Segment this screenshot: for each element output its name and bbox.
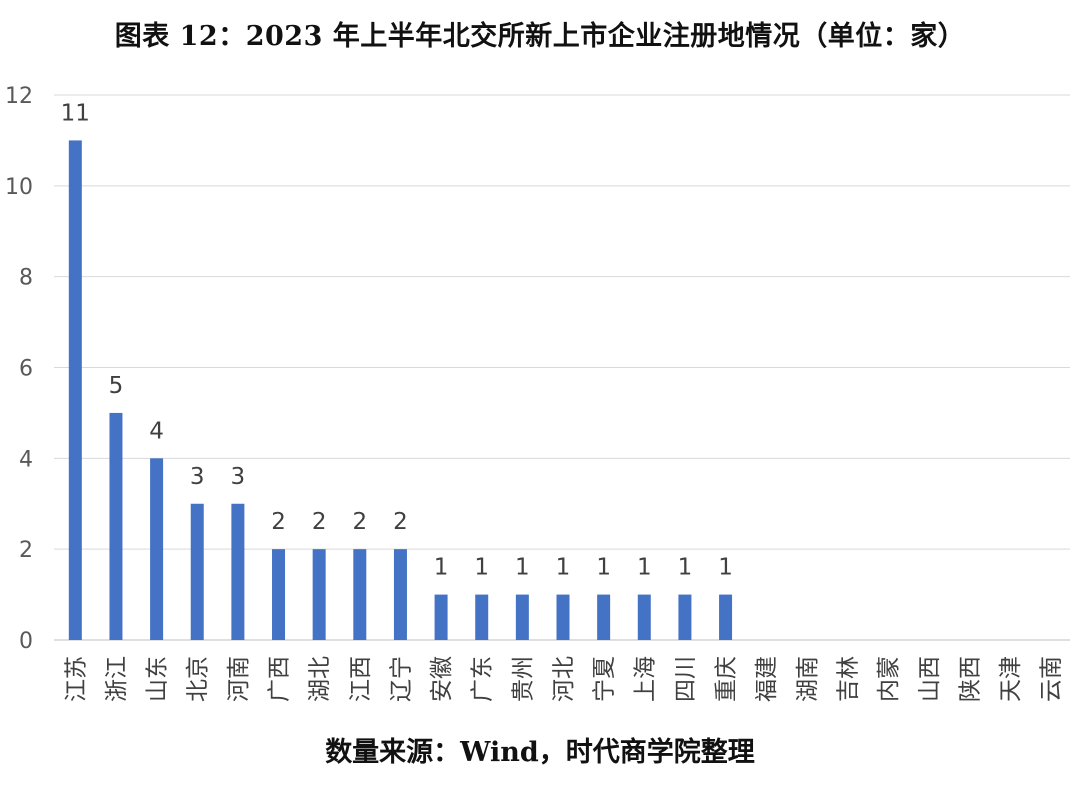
data-label: 1 [556, 555, 571, 581]
bar [150, 458, 164, 640]
y-tick-label: 2 [19, 538, 33, 563]
y-tick-label: 0 [19, 629, 33, 654]
bar [190, 503, 204, 640]
bar [597, 594, 611, 640]
data-label: 1 [515, 555, 530, 581]
data-label: 1 [637, 555, 652, 581]
y-tick-label: 12 [5, 84, 33, 109]
data-label: 11 [61, 100, 90, 126]
x-tick-label: 江苏 [63, 656, 89, 702]
x-tick-label: 云南 [1039, 656, 1065, 702]
x-tick-label: 上海 [632, 656, 658, 702]
source-note: 数量来源：Wind，时代商学院整理 [325, 737, 755, 768]
bar [515, 594, 529, 640]
y-tick-label: 4 [19, 447, 33, 472]
x-tick-label: 安徽 [429, 656, 455, 702]
x-tick-label: 广西 [267, 656, 293, 702]
x-tick-label: 北京 [185, 656, 211, 702]
bar [719, 594, 733, 640]
x-tick-label: 河北 [551, 656, 577, 702]
data-label: 1 [718, 555, 733, 581]
data-label: 3 [190, 464, 205, 490]
bar [678, 594, 692, 640]
bar [272, 549, 286, 640]
x-tick-label: 江西 [348, 656, 374, 702]
bar [475, 594, 489, 640]
y-tick-label: 6 [19, 357, 33, 382]
data-label: 2 [271, 509, 286, 535]
x-tick-label: 浙江 [104, 656, 130, 702]
y-tick-label: 8 [19, 266, 33, 291]
x-tick-label: 河南 [226, 656, 252, 702]
x-tick-label: 重庆 [714, 656, 740, 702]
data-label: 2 [352, 509, 367, 535]
bar [556, 594, 570, 640]
data-label: 1 [434, 555, 449, 581]
data-label: 3 [231, 464, 246, 490]
data-label: 4 [149, 418, 164, 444]
x-tick-label: 辽宁 [388, 656, 414, 702]
data-label: 1 [596, 555, 611, 581]
bar [68, 140, 82, 640]
data-label: 2 [312, 509, 327, 535]
bar [312, 549, 326, 640]
data-label: 1 [678, 555, 693, 581]
data-label: 2 [393, 509, 408, 535]
x-tick-label: 贵州 [510, 656, 536, 702]
data-label: 1 [474, 555, 489, 581]
x-tick-label: 广东 [470, 656, 496, 702]
x-tick-label: 福建 [754, 656, 780, 702]
data-label: 5 [109, 373, 124, 399]
x-tick-label: 山西 [917, 656, 943, 702]
x-tick-label: 陕西 [957, 656, 983, 702]
x-tick-label: 四川 [673, 656, 699, 702]
bar [353, 549, 367, 640]
x-tick-label: 湖南 [795, 656, 821, 702]
x-tick-label: 宁夏 [592, 656, 618, 702]
x-tick-label: 内蒙 [876, 656, 902, 702]
bar [109, 412, 123, 640]
bar [637, 594, 651, 640]
x-tick-label: 湖北 [307, 656, 333, 702]
x-tick-label: 吉林 [835, 656, 861, 702]
y-tick-label: 10 [5, 175, 33, 200]
x-tick-label: 天津 [998, 656, 1024, 702]
x-tick-label: 山东 [145, 656, 171, 702]
chart-title: 图表 12：2023 年上半年北交所新上市企业注册地情况（单位：家） [114, 21, 966, 52]
bar [434, 594, 448, 640]
bar [393, 549, 407, 640]
bar [231, 503, 245, 640]
